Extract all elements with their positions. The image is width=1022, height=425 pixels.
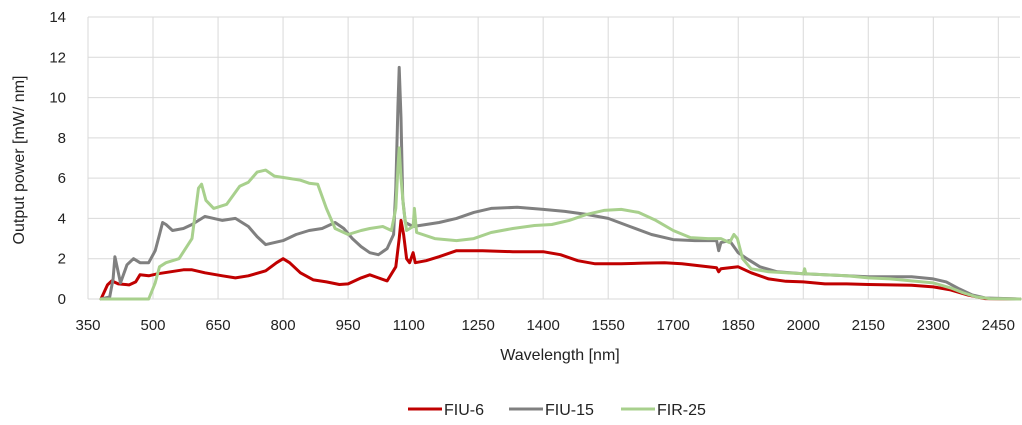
x-tick-label: 1550 <box>591 317 624 334</box>
legend-label: FIR-25 <box>657 402 706 419</box>
x-tick-label: 950 <box>336 317 361 334</box>
x-tick-label: 2150 <box>852 317 885 334</box>
series-line-fir-25 <box>99 146 1022 301</box>
legend: FIU-6 FIU-15 FIR-25 <box>408 402 706 419</box>
legend-label: FIU-15 <box>545 402 594 419</box>
x-tick-label: 2300 <box>917 317 950 334</box>
y-tick-label: 10 <box>49 90 66 107</box>
x-tick-label: 1400 <box>526 317 559 334</box>
y-tick-label: 14 <box>49 9 66 26</box>
x-tick-label: 2000 <box>787 317 820 334</box>
series-line-fiu-6 <box>99 218 1022 301</box>
y-tick-label: 4 <box>58 210 66 227</box>
x-tick-label: 1250 <box>461 317 494 334</box>
y-tick-label: 6 <box>58 170 66 187</box>
x-tick-label: 350 <box>75 317 100 334</box>
y-tick-labels: 0 2 4 6 8 10 12 14 <box>49 9 66 308</box>
x-tick-label: 1850 <box>722 317 755 334</box>
legend-label: FIU-6 <box>444 402 484 419</box>
series-lines <box>99 65 1022 301</box>
y-tick-label: 2 <box>58 251 66 268</box>
y-tick-label: 0 <box>58 291 66 308</box>
x-tick-label: 1100 <box>393 317 425 334</box>
x-tick-label: 650 <box>206 317 231 334</box>
x-axis-title: Wavelength [nm] <box>500 347 619 364</box>
y-axis-title: Output power [mW/ nm] <box>11 76 28 245</box>
x-tick-labels: 350 500 650 800 950 1100 1250 1400 1550 1700 1850 2… <box>75 317 1015 334</box>
series-line-fiu-15 <box>99 65 1022 301</box>
x-tick-label: 500 <box>141 317 166 334</box>
x-tick-label: 2450 <box>982 317 1015 334</box>
grid-lines <box>87 16 1020 300</box>
y-tick-label: 8 <box>58 130 66 147</box>
x-tick-label: 1700 <box>657 317 690 334</box>
y-tick-label: 12 <box>49 49 66 66</box>
x-tick-label: 800 <box>271 317 296 334</box>
